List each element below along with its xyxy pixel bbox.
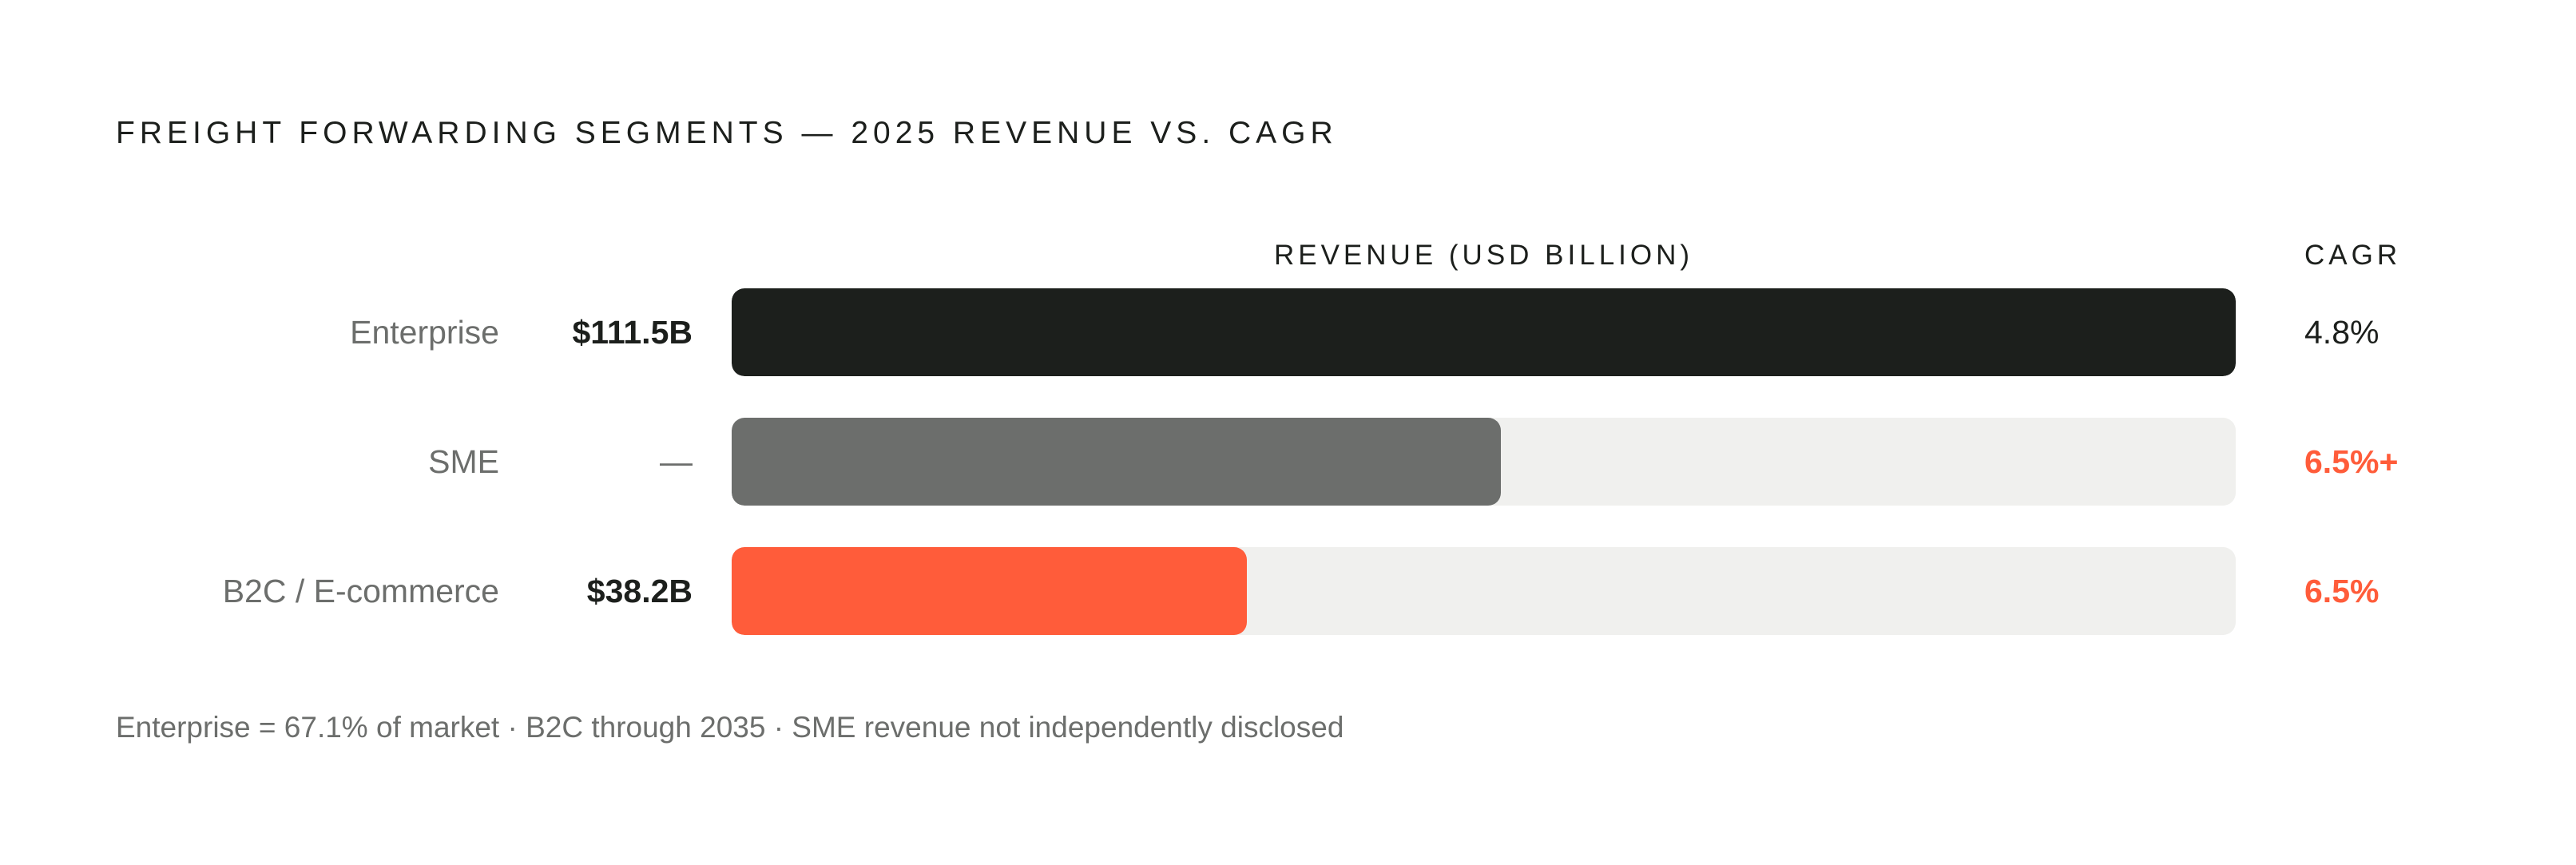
revenue-value-label: —	[660, 443, 693, 480]
bar-row-sme: SME — 6.5%+	[0, 418, 2576, 506]
cagr-column-header: CAGR	[2304, 240, 2402, 271]
bar-track	[732, 547, 2236, 635]
bar-track	[732, 418, 2236, 506]
revenue-bar-b2c	[732, 547, 1247, 635]
revenue-value-label: $38.2B	[586, 573, 693, 609]
revenue-bar-sme	[732, 418, 1501, 506]
bar-track	[732, 288, 2236, 376]
chart-title: FREIGHT FORWARDING SEGMENTS — 2025 REVEN…	[116, 116, 1338, 150]
cagr-value-label: 4.8%	[2304, 314, 2380, 351]
bar-row-enterprise: Enterprise $111.5B 4.8%	[0, 288, 2576, 376]
revenue-bar-enterprise	[732, 288, 2236, 376]
category-label: B2C / E-commerce	[222, 573, 499, 609]
category-label: SME	[428, 443, 499, 480]
chart-footnote: Enterprise = 67.1% of market · B2C throu…	[116, 711, 1344, 744]
revenue-value-label: $111.5B	[572, 314, 693, 351]
bar-row-b2c: B2C / E-commerce $38.2B 6.5%	[0, 547, 2576, 635]
category-label: Enterprise	[350, 314, 499, 351]
revenue-column-header: REVENUE (USD BILLION)	[1273, 240, 1694, 271]
cagr-value-label: 6.5%	[2304, 573, 2380, 609]
cagr-value-label: 6.5%+	[2304, 443, 2399, 480]
